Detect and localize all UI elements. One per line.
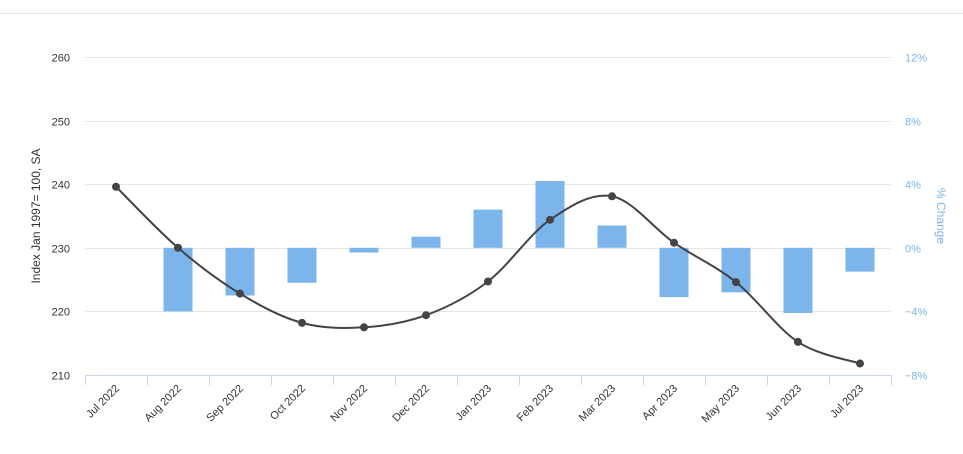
percent-change-bar <box>287 247 317 283</box>
percent-change-bar <box>659 247 689 298</box>
right-y-tick-label: 12% <box>905 53 927 65</box>
x-tick-label: Oct 2022 <box>268 383 308 423</box>
x-tick-label: Dec 2022 <box>390 383 432 425</box>
x-tick-label: Jun 2023 <box>764 383 804 423</box>
x-tick-label: Aug 2022 <box>142 383 184 425</box>
percent-change-bar <box>783 247 813 313</box>
index-point[interactable] <box>298 318 306 327</box>
index-point[interactable] <box>732 278 740 287</box>
percent-change-bar <box>163 247 193 312</box>
left-y-tick-label: 240 <box>52 180 70 192</box>
left-axis-title: Index Jan 1997= 100, SA <box>29 148 43 283</box>
x-tick-label: Jul 2022 <box>84 383 122 421</box>
right-y-tick-label: 4% <box>905 180 921 192</box>
percent-change-bars <box>163 181 875 313</box>
left-y-tick-label: 260 <box>52 53 70 65</box>
index-point[interactable] <box>546 215 554 224</box>
right-y-tick-label: −8% <box>905 371 928 383</box>
x-tick-label: Jul 2023 <box>828 383 866 421</box>
index-point[interactable] <box>174 243 182 252</box>
index-point[interactable] <box>670 238 678 247</box>
left-y-tick-label: 210 <box>52 371 70 383</box>
left-y-axis: 210 220 230 240 250 260 <box>52 53 70 383</box>
index-point[interactable] <box>422 311 430 320</box>
x-tick-label: Sep 2022 <box>204 383 246 425</box>
index-line-series <box>112 182 864 368</box>
right-y-tick-label: −4% <box>905 307 928 319</box>
gridlines <box>85 57 891 312</box>
index-point[interactable] <box>794 337 802 346</box>
left-y-tick-label: 230 <box>52 244 70 256</box>
x-tick-label: Nov 2022 <box>328 383 370 425</box>
right-y-axis: −8% −4% 0% 4% 8% 12% <box>905 53 928 383</box>
index-point[interactable] <box>856 359 864 368</box>
right-y-tick-label: 0% <box>905 244 921 256</box>
x-tick-label: May 2023 <box>699 383 742 426</box>
x-tick-label: Feb 2023 <box>515 383 556 424</box>
right-y-tick-label: 8% <box>905 117 921 129</box>
index-point[interactable] <box>484 277 492 286</box>
index-point[interactable] <box>608 192 616 201</box>
x-tick-label: Mar 2023 <box>577 383 618 424</box>
percent-change-bar <box>597 225 627 248</box>
percent-change-bar <box>473 209 503 248</box>
percent-change-bar <box>845 247 875 272</box>
percent-change-bar <box>535 181 565 248</box>
x-tick-label: Apr 2023 <box>640 383 680 423</box>
index-point[interactable] <box>360 323 368 332</box>
right-axis-title: % Change <box>934 188 948 244</box>
left-y-tick-label: 220 <box>52 307 70 319</box>
left-y-tick-label: 250 <box>52 117 70 129</box>
x-axis: Jul 2022 Aug 2022 Sep 2022 Oct 2022 Nov 2022… <box>84 375 892 426</box>
percent-change-bar <box>349 247 379 253</box>
index-point[interactable] <box>112 182 120 191</box>
x-tick-label: Jan 2023 <box>454 383 494 423</box>
percent-change-bar <box>411 236 441 248</box>
index-point[interactable] <box>236 289 244 298</box>
